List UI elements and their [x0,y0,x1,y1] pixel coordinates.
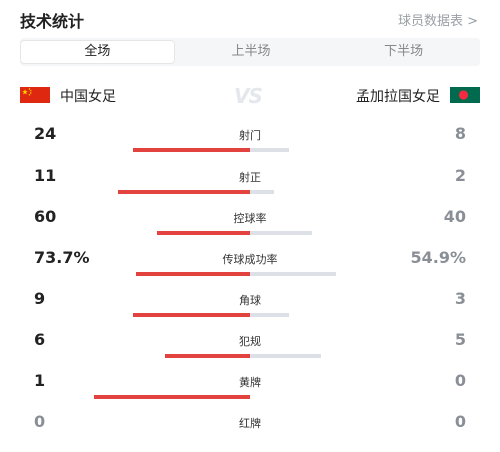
stat-row: 1 黄牌 0 [34,371,466,411]
stat-label: 犯规 [239,335,261,348]
away-bar-track [250,395,466,399]
away-stat-bar [250,148,289,152]
away-stat-bar [250,272,336,276]
home-stat-bar [94,395,250,399]
home-stat-value: 11 [34,166,57,185]
home-stat-value: 24 [34,124,57,143]
stat-label: 射门 [239,129,261,142]
away-stat-value: 0 [454,371,466,390]
away-stat-value: 2 [454,166,466,185]
home-team-name: 中国女足 [60,89,116,105]
tab-second-half[interactable]: 下半场 [384,44,424,59]
stat-row: 60 控球率 40 [34,207,466,247]
stat-row: 9 角球 3 [34,289,466,329]
home-bar-track [34,272,250,276]
home-stat-value: 0 [34,412,46,431]
tab-first-half[interactable]: 上半场 [231,44,271,59]
stat-label: 控球率 [233,212,267,225]
away-stat-value: 3 [454,289,466,308]
home-bar-track [34,148,250,152]
away-stat-bar [250,313,289,317]
away-stat-bar [250,231,312,235]
home-bar-track [34,231,250,235]
tab-full-match[interactable]: 全场 [20,40,175,64]
home-stat-value: 1 [34,371,46,390]
away-bar-track [250,313,466,317]
bangladesh-flag-icon [450,87,480,103]
stat-row: 0 红牌 0 [34,412,466,452]
home-stat-bar [136,272,250,276]
player-stats-link[interactable]: 球员数据表 > [397,14,478,29]
home-stat-bar [157,231,250,235]
home-stat-bar [118,190,250,194]
home-stat-value: 9 [34,289,46,308]
page-title: 技术统计 [20,12,85,31]
away-stat-bar [250,190,274,194]
home-bar-track [34,395,250,399]
home-stat-bar [165,354,250,358]
away-stat-value: 8 [454,124,466,143]
home-bar-track [34,354,250,358]
stat-row: 24 射门 8 [34,124,466,164]
home-stat-bar [133,148,250,152]
away-bar-track [250,272,466,276]
teams-row: 中国女足 VS 孟加拉国女足 [20,84,480,108]
stat-row: 6 犯规 5 [34,330,466,370]
stats-header: 技术统计 球员数据表 > [20,6,478,32]
away-stat-bar [250,354,321,358]
vs-mark: VS [234,84,263,108]
away-stat-value: 5 [454,330,466,349]
away-bar-track [250,148,466,152]
stat-label: 红牌 [239,417,261,430]
away-stat-value: 40 [443,207,466,226]
home-bar-track [34,190,250,194]
away-stat-value: 0 [454,412,466,431]
away-team-name: 孟加拉国女足 [356,89,440,105]
home-stat-value: 6 [34,330,46,349]
stat-label: 射正 [239,171,261,184]
stat-label: 角球 [239,294,261,307]
home-stat-value: 60 [34,207,57,226]
home-bar-track [34,313,250,317]
home-stat-bar [133,313,250,317]
stat-label: 黄牌 [239,376,261,389]
period-tabs: 全场 上半场 下半场 [20,38,480,66]
away-bar-track [250,354,466,358]
away-bar-track [250,190,466,194]
china-flag-icon [20,87,50,103]
stat-row: 11 射正 2 [34,166,466,206]
home-bar-track [34,436,250,440]
away-stat-value: 54.9% [410,248,466,267]
stat-label: 传球成功率 [222,253,278,266]
home-stat-value: 73.7% [34,248,90,267]
stat-row: 73.7% 传球成功率 54.9% [34,248,466,288]
away-bar-track [250,231,466,235]
away-bar-track [250,436,466,440]
